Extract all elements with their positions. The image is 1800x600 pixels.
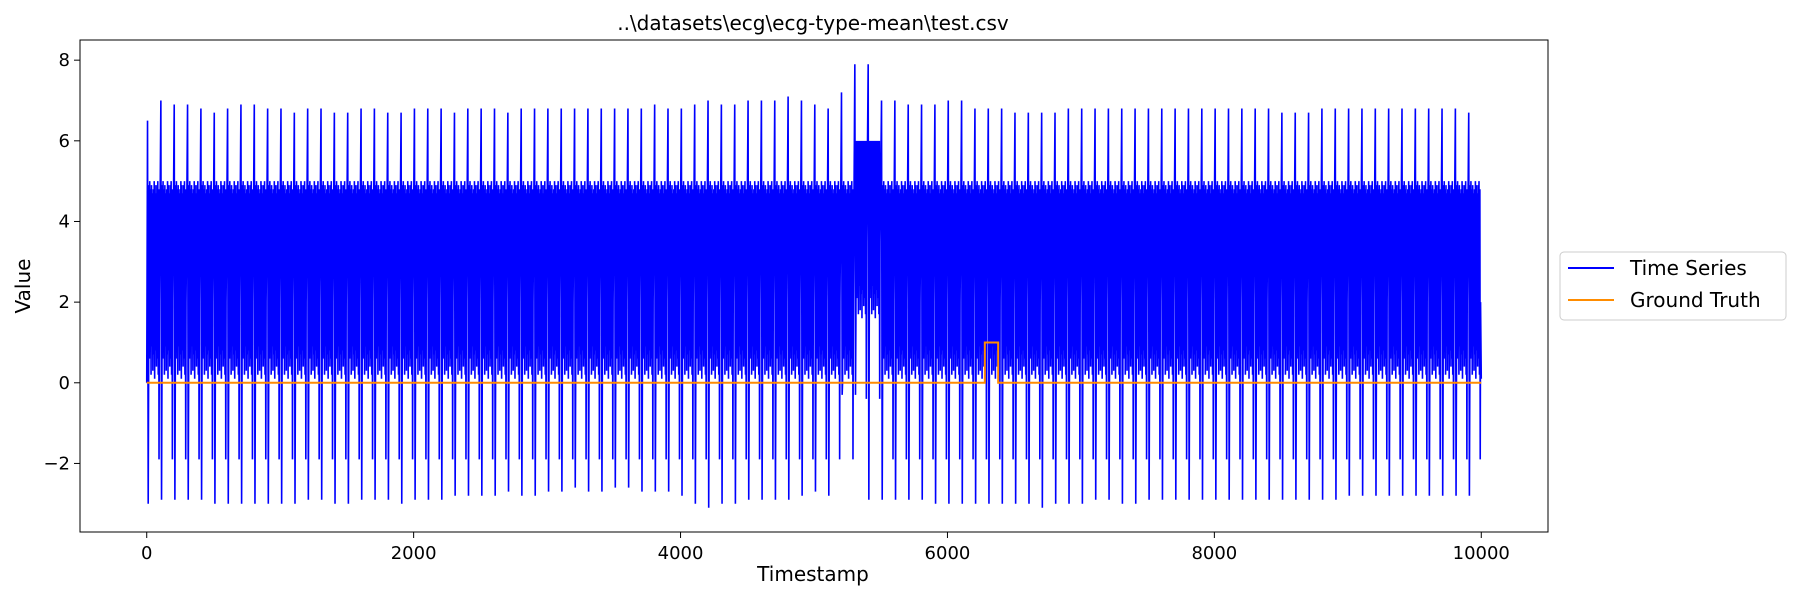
x-axis-ticks: 0 2000 4000 6000 8000 10000 (141, 532, 1510, 564)
x-tick-label: 2000 (391, 543, 437, 564)
y-axis-label: Value (11, 259, 35, 314)
series-line-time-series (145, 64, 1483, 508)
chart-title: ..\datasets\ecg\ecg-type-mean\test.csv (617, 11, 1009, 35)
y-tick-label: 8 (59, 50, 70, 71)
y-tick-label: 4 (59, 211, 70, 232)
x-tick-label: 0 (141, 543, 152, 564)
y-tick-label: −2 (43, 453, 70, 474)
legend: Time Series Ground Truth (1559, 251, 1787, 321)
series-line-ground-truth (146, 341, 1482, 384)
x-axis-label: Timestamp (756, 562, 869, 586)
legend-box (1559, 251, 1787, 321)
plot-area (145, 64, 1483, 508)
y-axis-ticks: −2 0 2 4 6 8 (43, 50, 80, 474)
plot-frame (79, 39, 1549, 533)
legend-label-time-series: Time Series (1629, 256, 1747, 280)
y-tick-label: 6 (59, 131, 70, 152)
x-tick-label: 6000 (925, 543, 971, 564)
x-tick-label: 4000 (658, 543, 704, 564)
y-tick-label: 2 (59, 292, 70, 313)
y-tick-label: 0 (59, 373, 70, 394)
x-tick-label: 8000 (1191, 543, 1237, 564)
x-tick-label: 10000 (1453, 543, 1510, 564)
legend-label-ground-truth: Ground Truth (1630, 288, 1761, 312)
